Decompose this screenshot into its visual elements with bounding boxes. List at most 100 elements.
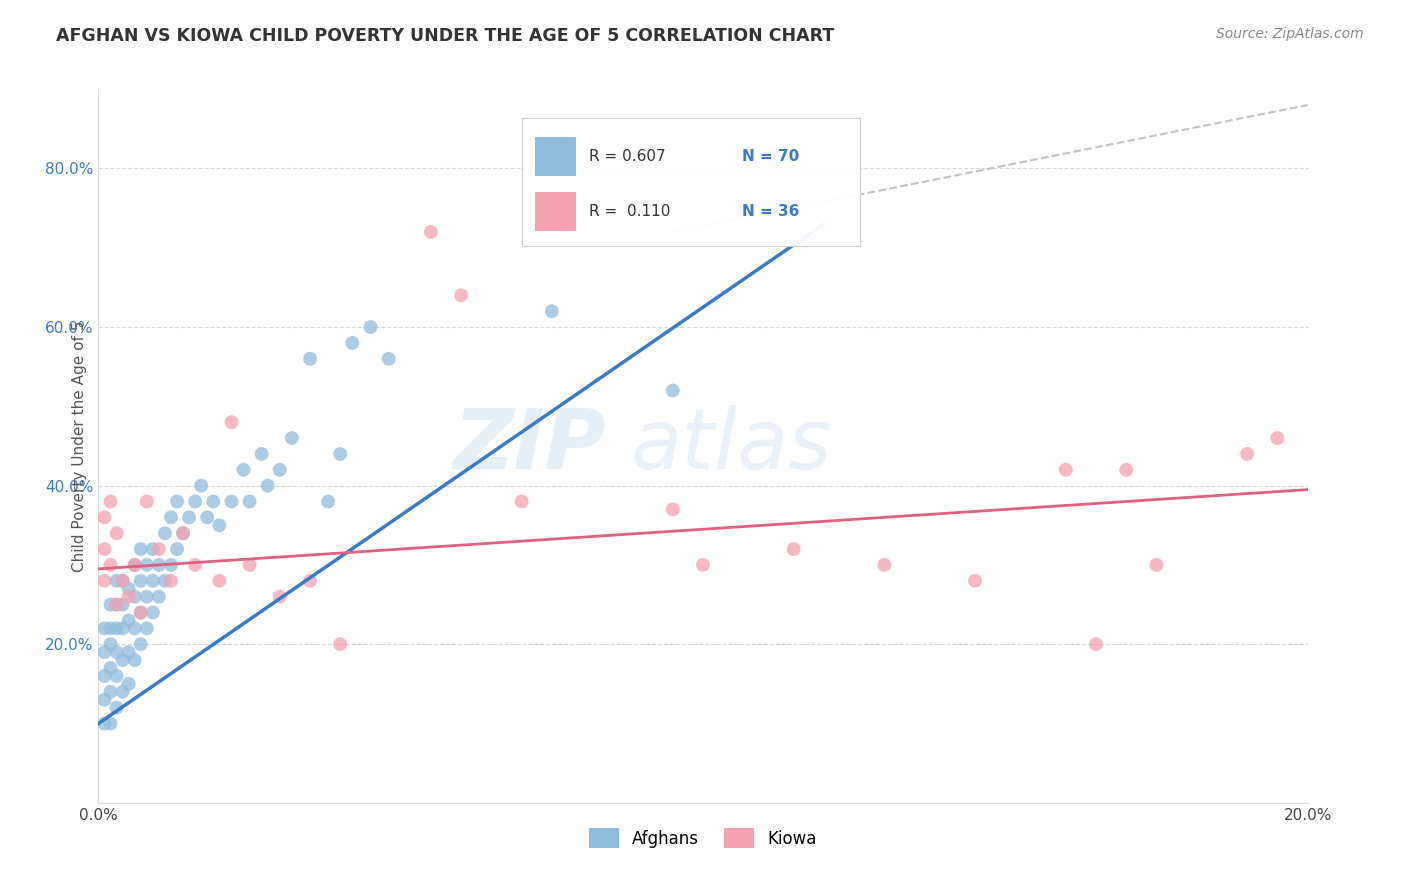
- Point: [450, 288, 472, 302]
- Point: [179, 510, 201, 524]
- Point: [160, 558, 183, 572]
- Point: [299, 574, 322, 588]
- Point: [148, 558, 170, 572]
- Point: [148, 542, 170, 557]
- Point: [100, 685, 122, 699]
- Point: [100, 558, 122, 572]
- Point: [160, 574, 183, 588]
- Point: [93, 645, 115, 659]
- Y-axis label: Child Poverty Under the Age of 5: Child Poverty Under the Age of 5: [72, 320, 87, 572]
- Point: [93, 716, 115, 731]
- Point: [420, 225, 443, 239]
- Legend: Afghans, Kiowa: Afghans, Kiowa: [582, 822, 824, 855]
- Point: [105, 669, 128, 683]
- Point: [184, 494, 207, 508]
- Point: [269, 590, 291, 604]
- Point: [124, 653, 146, 667]
- Point: [118, 590, 141, 604]
- Point: [100, 494, 122, 508]
- Point: [142, 574, 165, 588]
- Point: [129, 637, 152, 651]
- Text: AFGHAN VS KIOWA CHILD POVERTY UNDER THE AGE OF 5 CORRELATION CHART: AFGHAN VS KIOWA CHILD POVERTY UNDER THE …: [56, 27, 835, 45]
- Point: [510, 494, 533, 508]
- Point: [166, 542, 188, 557]
- Point: [256, 478, 278, 492]
- Point: [299, 351, 322, 366]
- Point: [965, 574, 987, 588]
- Point: [190, 478, 212, 492]
- Point: [153, 574, 176, 588]
- Point: [1267, 431, 1289, 445]
- Point: [105, 700, 128, 714]
- Point: [93, 542, 115, 557]
- Point: [118, 645, 141, 659]
- Point: [93, 510, 115, 524]
- Point: [93, 692, 115, 706]
- Point: [239, 494, 262, 508]
- Text: atlas: atlas: [630, 406, 832, 486]
- Point: [250, 447, 273, 461]
- Text: Source: ZipAtlas.com: Source: ZipAtlas.com: [1216, 27, 1364, 41]
- Point: [208, 574, 231, 588]
- Point: [160, 510, 183, 524]
- Point: [166, 494, 188, 508]
- Point: [153, 526, 176, 541]
- Point: [281, 431, 304, 445]
- Point: [269, 463, 291, 477]
- Point: [661, 502, 683, 516]
- Point: [129, 606, 152, 620]
- Point: [221, 415, 243, 429]
- Point: [1054, 463, 1077, 477]
- Text: ZIP: ZIP: [454, 406, 606, 486]
- Point: [118, 582, 141, 596]
- Point: [105, 598, 128, 612]
- Point: [692, 558, 714, 572]
- Point: [100, 716, 122, 731]
- Point: [93, 574, 115, 588]
- Point: [1085, 637, 1108, 651]
- Point: [239, 558, 262, 572]
- Point: [111, 574, 134, 588]
- Point: [100, 598, 122, 612]
- Point: [105, 574, 128, 588]
- Point: [329, 447, 352, 461]
- Point: [377, 351, 399, 366]
- Point: [540, 304, 562, 318]
- Point: [202, 494, 225, 508]
- Point: [100, 637, 122, 651]
- Point: [783, 542, 806, 557]
- Point: [105, 621, 128, 635]
- Point: [111, 574, 134, 588]
- Point: [329, 637, 352, 651]
- Point: [873, 558, 896, 572]
- Point: [111, 621, 134, 635]
- Point: [135, 558, 157, 572]
- Point: [129, 542, 152, 557]
- Point: [661, 384, 683, 398]
- Point: [172, 526, 194, 541]
- Point: [360, 320, 382, 334]
- Point: [135, 590, 157, 604]
- Point: [342, 335, 364, 350]
- Point: [124, 558, 146, 572]
- Point: [221, 494, 243, 508]
- Point: [135, 494, 157, 508]
- Point: [100, 661, 122, 675]
- Point: [172, 526, 194, 541]
- Point: [148, 590, 170, 604]
- Point: [124, 590, 146, 604]
- Point: [124, 621, 146, 635]
- Point: [111, 598, 134, 612]
- Point: [93, 621, 115, 635]
- Point: [124, 558, 146, 572]
- Point: [93, 669, 115, 683]
- Point: [184, 558, 207, 572]
- Point: [142, 542, 165, 557]
- Point: [1144, 558, 1167, 572]
- Point: [100, 621, 122, 635]
- Point: [118, 677, 141, 691]
- Point: [111, 653, 134, 667]
- Point: [111, 685, 134, 699]
- Point: [105, 598, 128, 612]
- Point: [142, 606, 165, 620]
